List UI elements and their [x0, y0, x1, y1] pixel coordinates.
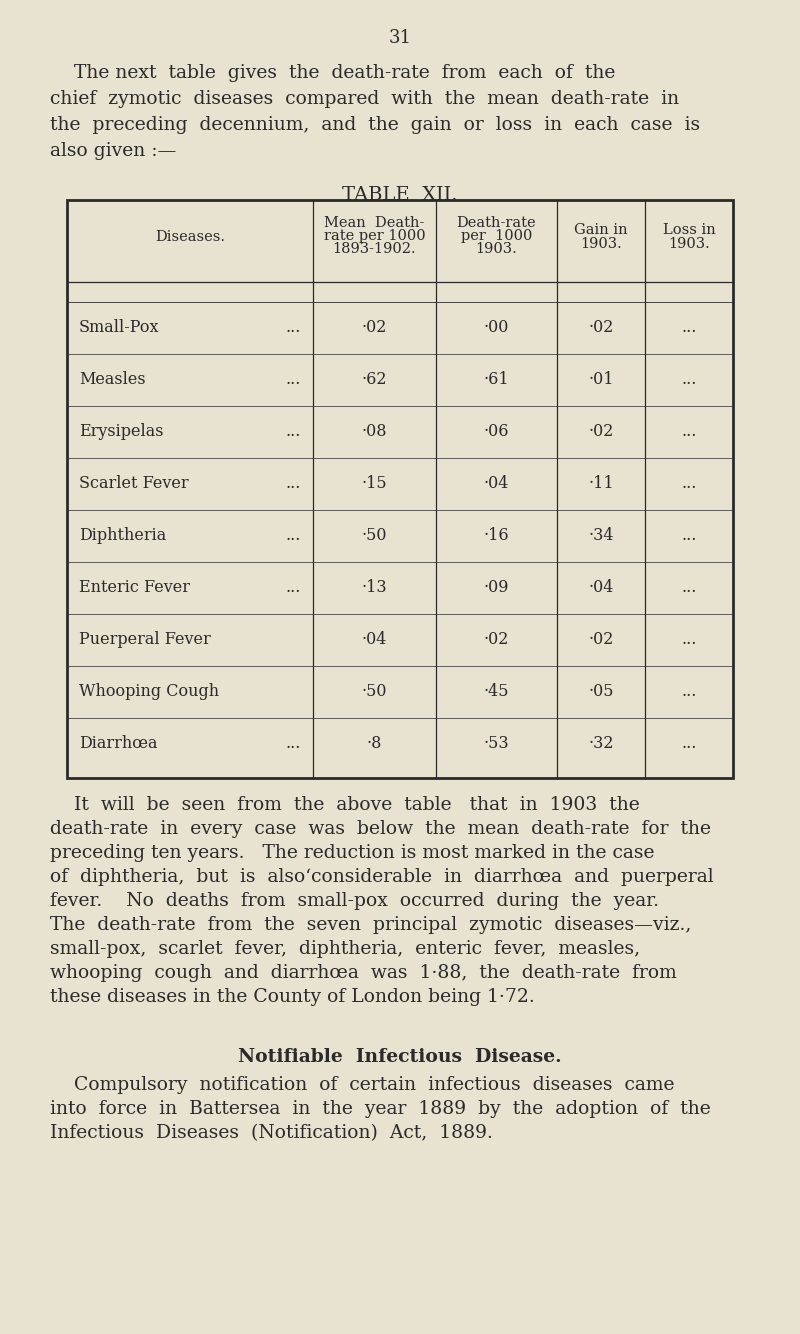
Text: whooping  cough  and  diarrhœa  was  1·88,  the  death-rate  from: whooping cough and diarrhœa was 1·88, th…	[50, 964, 677, 982]
Text: ...: ...	[286, 735, 301, 752]
Text: ...: ...	[682, 683, 697, 700]
Text: ·02: ·02	[588, 423, 614, 440]
Text: also given :—: also given :—	[50, 141, 176, 160]
Text: ...: ...	[682, 371, 697, 388]
Text: small-pox,  scarlet  fever,  diphtheria,  enteric  fever,  measles,: small-pox, scarlet fever, diphtheria, en…	[50, 940, 640, 958]
Text: 31: 31	[389, 29, 411, 47]
Text: ·08: ·08	[362, 423, 387, 440]
Text: ...: ...	[286, 423, 301, 440]
Text: ...: ...	[286, 579, 301, 596]
Text: Scarlet Fever: Scarlet Fever	[79, 475, 189, 492]
Text: TABLE  XII.: TABLE XII.	[342, 185, 458, 204]
Text: ·61: ·61	[484, 371, 510, 388]
Text: Diseases.: Diseases.	[155, 229, 225, 244]
Text: ·11: ·11	[588, 475, 614, 492]
Text: Measles: Measles	[79, 371, 146, 388]
Text: ·05: ·05	[588, 683, 614, 700]
Text: ...: ...	[682, 631, 697, 648]
Text: Erysipelas: Erysipelas	[79, 423, 163, 440]
Text: ·13: ·13	[362, 579, 387, 596]
Text: ...: ...	[682, 527, 697, 544]
Text: ·02: ·02	[588, 320, 614, 336]
Text: Notifiable  Infectious  Disease.: Notifiable Infectious Disease.	[238, 1049, 562, 1066]
Text: Loss in: Loss in	[662, 223, 715, 237]
Text: ·04: ·04	[484, 475, 509, 492]
Text: ·09: ·09	[484, 579, 510, 596]
Text: preceding ten years.   The reduction is most marked in the case: preceding ten years. The reduction is mo…	[50, 844, 654, 862]
Text: ·02: ·02	[484, 631, 509, 648]
Text: Death-rate: Death-rate	[457, 216, 536, 229]
Text: ...: ...	[286, 371, 301, 388]
Text: It  will  be  seen  from  the  above  table   that  in  1903  the: It will be seen from the above table tha…	[50, 796, 640, 814]
Text: these diseases in the County of London being 1·72.: these diseases in the County of London b…	[50, 988, 534, 1006]
Text: ...: ...	[682, 579, 697, 596]
Text: death-rate  in  every  case  was  below  the  mean  death-rate  for  the: death-rate in every case was below the m…	[50, 820, 711, 838]
Text: per  1000: per 1000	[461, 229, 532, 243]
Text: ·50: ·50	[362, 527, 387, 544]
Text: ·02: ·02	[362, 320, 387, 336]
Text: ·32: ·32	[588, 735, 614, 752]
Text: 1893-1902.: 1893-1902.	[333, 241, 416, 256]
Text: rate per 1000: rate per 1000	[324, 229, 426, 243]
Text: ·15: ·15	[362, 475, 387, 492]
Text: ·01: ·01	[588, 371, 614, 388]
Text: ·04: ·04	[362, 631, 387, 648]
Bar	[67, 200, 733, 778]
Text: ...: ...	[682, 320, 697, 336]
Text: chief  zymotic  diseases  compared  with  the  mean  death-rate  in: chief zymotic diseases compared with the…	[50, 89, 679, 108]
Text: 1903.: 1903.	[668, 237, 710, 251]
Text: ·8: ·8	[367, 735, 382, 752]
Text: ·02: ·02	[588, 631, 614, 648]
Text: Diphtheria: Diphtheria	[79, 527, 166, 544]
Text: the  preceding  decennium,  and  the  gain  or  loss  in  each  case  is: the preceding decennium, and the gain or…	[50, 116, 700, 133]
Text: ·04: ·04	[588, 579, 614, 596]
Text: Enteric Fever: Enteric Fever	[79, 579, 190, 596]
Text: ...: ...	[286, 475, 301, 492]
Text: Compulsory  notification  of  certain  infectious  diseases  came: Compulsory notification of certain infec…	[50, 1077, 674, 1094]
Text: ·53: ·53	[484, 735, 510, 752]
Text: The next  table  gives  the  death-rate  from  each  of  the: The next table gives the death-rate from…	[50, 64, 615, 81]
Text: ·62: ·62	[362, 371, 387, 388]
Text: Infectious  Diseases  (Notification)  Act,  1889.: Infectious Diseases (Notification) Act, …	[50, 1125, 493, 1142]
Text: Mean  Death-: Mean Death-	[324, 216, 425, 229]
Text: Whooping Cough: Whooping Cough	[79, 683, 219, 700]
Text: ...: ...	[682, 423, 697, 440]
Text: Gain in: Gain in	[574, 223, 628, 237]
Text: Diarrhœa: Diarrhœa	[79, 735, 158, 752]
Text: ...: ...	[286, 320, 301, 336]
Text: ...: ...	[682, 475, 697, 492]
Text: The  death-rate  from  the  seven  principal  zymotic  diseases—viz.,: The death-rate from the seven principal …	[50, 916, 691, 934]
Text: Puerperal Fever: Puerperal Fever	[79, 631, 210, 648]
Text: ·50: ·50	[362, 683, 387, 700]
Text: ·00: ·00	[484, 320, 509, 336]
Text: 1903.: 1903.	[580, 237, 622, 251]
Text: of  diphtheria,  but  is  alsoʻconsiderable  in  diarrhœa  and  puerperal: of diphtheria, but is alsoʻconsiderable …	[50, 868, 714, 886]
Text: into  force  in  Battersea  in  the  year  1889  by  the  adoption  of  the: into force in Battersea in the year 1889…	[50, 1101, 710, 1118]
Text: ·45: ·45	[484, 683, 510, 700]
Text: ·34: ·34	[588, 527, 614, 544]
Text: fever.    No  deaths  from  small-pox  occurred  during  the  year.: fever. No deaths from small-pox occurred…	[50, 892, 659, 910]
Text: ...: ...	[682, 735, 697, 752]
Text: ·06: ·06	[484, 423, 510, 440]
Text: 1903.: 1903.	[476, 241, 518, 256]
Text: ...: ...	[286, 527, 301, 544]
Text: ·16: ·16	[484, 527, 510, 544]
Text: Small-Pox: Small-Pox	[79, 320, 159, 336]
